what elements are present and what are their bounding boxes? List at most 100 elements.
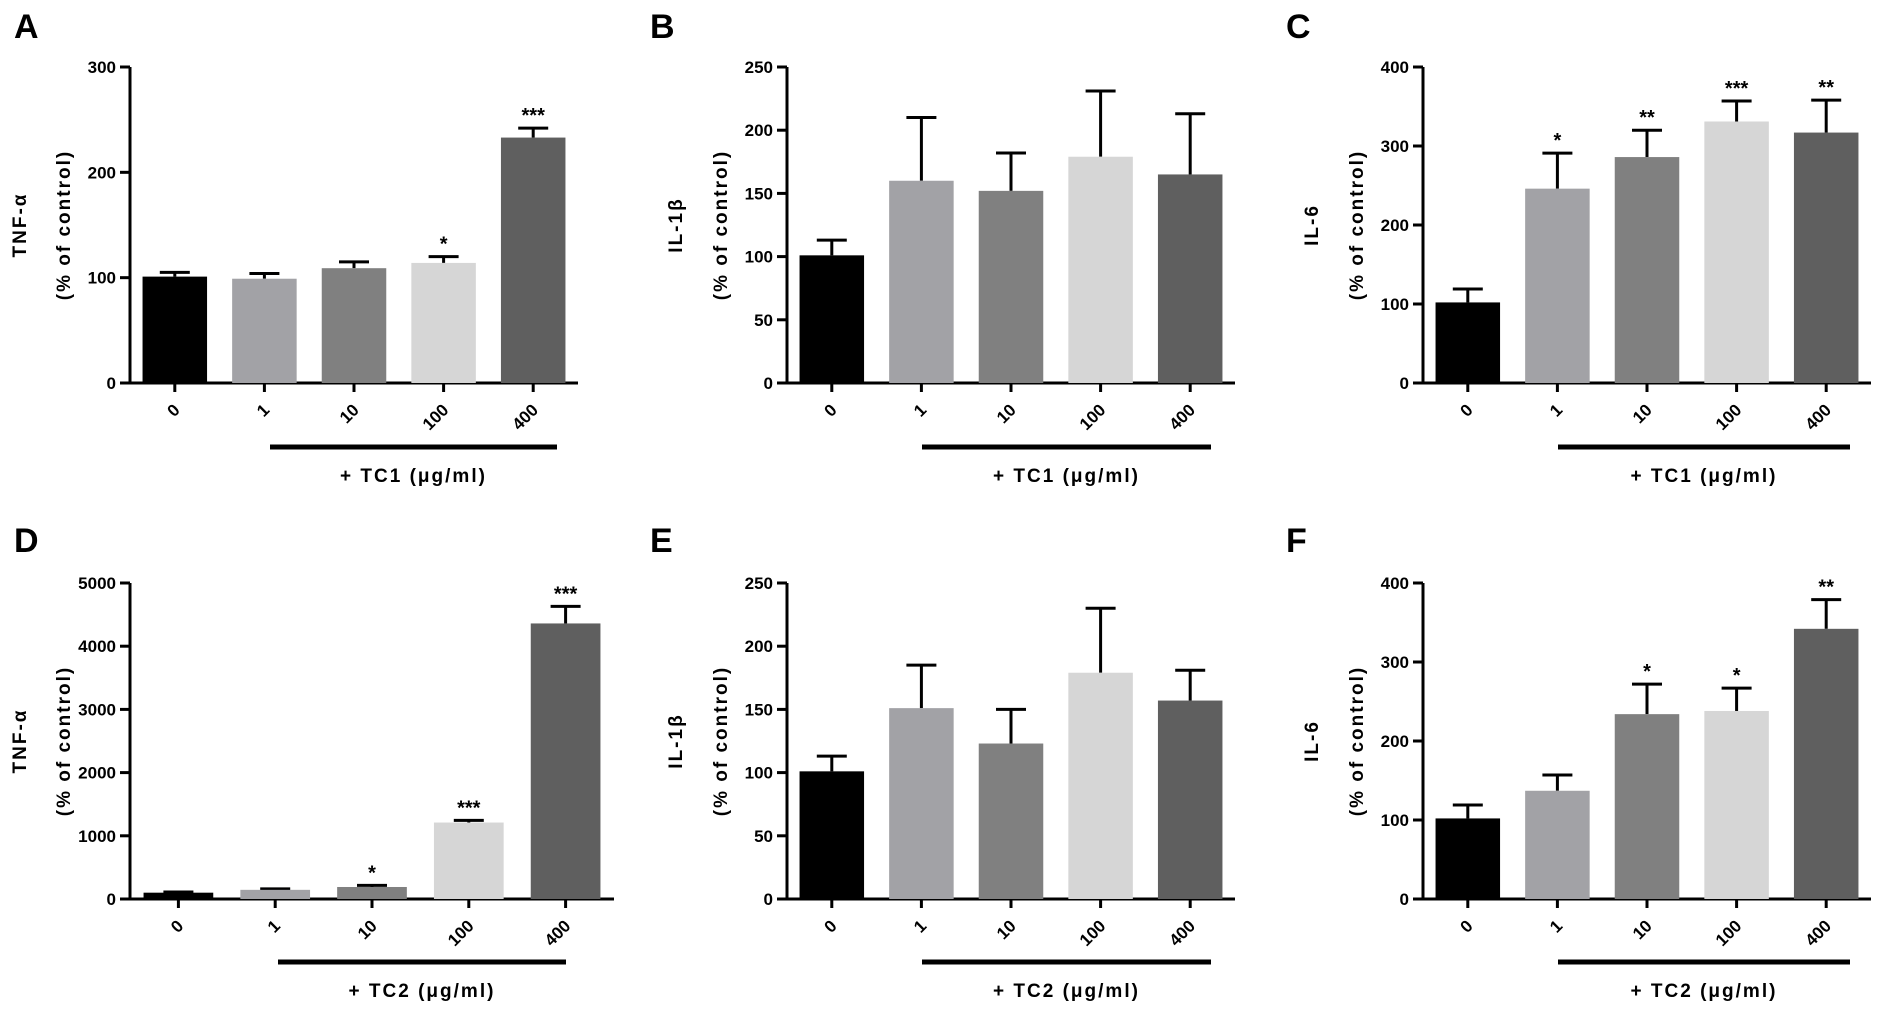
y-tick-label: 200 [745, 637, 773, 656]
y-tick-label: 400 [1381, 58, 1409, 77]
y-axis-subtitle: (% of control) [711, 150, 732, 300]
treatment-label: + TC2 (μg/ml) [993, 981, 1140, 1002]
y-tick-label: 200 [745, 121, 773, 140]
y-tick-label: 150 [745, 700, 773, 719]
x-tick-label: 10 [336, 400, 363, 427]
bar-10 [978, 743, 1044, 899]
bar-100 [433, 822, 504, 899]
panel-c: C IL-6 (% of control) 0 100 200 300 400 0 * 1 ** 10 *… [1286, 8, 1871, 487]
y-axis-title: TNF-α [10, 193, 31, 258]
significance-label: *** [522, 105, 546, 127]
panel-letter: C [1286, 8, 1311, 46]
y-axis-title: IL-1β [666, 197, 687, 252]
bar-100 [1704, 121, 1769, 383]
x-tick-label: 100 [444, 916, 477, 949]
bar-400 [1793, 628, 1859, 899]
x-tick-label: 1 [253, 400, 273, 420]
bar-10 [337, 886, 407, 899]
x-tick-label: 400 [1166, 916, 1199, 949]
x-tick-label: 1 [264, 916, 284, 936]
y-tick-label: 50 [754, 827, 773, 846]
y-axis-title: IL-6 [1302, 720, 1323, 762]
y-axis-subtitle: (% of control) [1347, 666, 1368, 816]
x-tick-label: 100 [1712, 916, 1745, 949]
significance-label: * [1554, 130, 1562, 152]
y-tick-label: 5000 [78, 574, 116, 593]
y-tick-label: 100 [745, 248, 773, 267]
bar-0 [142, 276, 208, 383]
treatment-label: + TC1 (μg/ml) [1631, 466, 1778, 487]
y-tick-label: 200 [1381, 732, 1409, 751]
y-tick-label: 150 [745, 184, 773, 203]
y-axis-subtitle: (% of control) [711, 666, 732, 816]
bar-10 [1614, 157, 1680, 383]
bar-1 [1525, 790, 1590, 899]
y-tick-label: 100 [745, 764, 773, 783]
x-tick-label: 1 [1546, 916, 1566, 936]
y-tick-label: 100 [1381, 295, 1409, 314]
bar-400 [530, 623, 601, 899]
y-tick-label: 3000 [78, 700, 116, 719]
significance-label: ** [1818, 77, 1834, 99]
y-tick-label: 100 [88, 269, 116, 288]
y-tick-label: 0 [764, 890, 773, 909]
bar-100 [1068, 156, 1133, 383]
y-tick-label: 400 [1381, 574, 1409, 593]
bar-100 [1704, 710, 1769, 899]
x-tick-label: 100 [419, 400, 452, 433]
x-tick-label: 100 [1712, 400, 1745, 433]
y-axis-subtitle: (% of control) [54, 666, 75, 816]
x-tick-label: 400 [509, 400, 542, 433]
x-tick-label: 100 [1076, 916, 1109, 949]
treatment-label: + TC2 (μg/ml) [1631, 981, 1778, 1002]
y-tick-label: 200 [1381, 216, 1409, 235]
x-tick-label: 10 [993, 400, 1020, 427]
significance-label: ** [1818, 577, 1834, 599]
y-tick-label: 0 [1400, 374, 1409, 393]
panel-letter: A [14, 8, 39, 46]
y-tick-label: 0 [107, 890, 116, 909]
panel-letter: D [14, 522, 39, 560]
bar-400 [1157, 700, 1223, 899]
bar-1 [889, 708, 954, 899]
x-tick-label: 400 [1166, 400, 1199, 433]
x-tick-label: 10 [1629, 916, 1656, 943]
bar-0 [1435, 302, 1501, 383]
significance-label: * [1733, 665, 1741, 687]
bar-0 [1435, 818, 1501, 899]
bar-400 [1793, 132, 1859, 383]
y-tick-label: 250 [745, 574, 773, 593]
significance-label: * [368, 862, 376, 884]
y-tick-label: 0 [764, 374, 773, 393]
y-tick-label: 1000 [78, 827, 116, 846]
y-tick-label: 200 [88, 163, 116, 182]
significance-label: *** [1725, 78, 1749, 100]
y-tick-label: 2000 [78, 764, 116, 783]
bar-10 [321, 268, 387, 383]
y-axis-title: IL-1β [666, 713, 687, 768]
significance-label: *** [457, 797, 481, 819]
treatment-label: + TC2 (μg/ml) [349, 981, 496, 1002]
panel-letter: B [650, 8, 675, 46]
significance-label: *** [554, 583, 578, 605]
treatment-label: + TC1 (μg/ml) [340, 466, 487, 487]
x-tick-label: 0 [163, 400, 183, 420]
bar-100 [1068, 672, 1133, 899]
x-tick-label: 400 [1802, 400, 1835, 433]
panel-a: A TNF-α (% of control) 0 100 200 300 0 1 10 * 100 **… [10, 8, 578, 487]
y-tick-label: 4000 [78, 637, 116, 656]
bar-100 [411, 262, 476, 383]
x-tick-label: 1 [910, 400, 930, 420]
x-tick-label: 10 [354, 916, 381, 943]
significance-label: * [440, 234, 448, 256]
x-tick-label: 400 [1802, 916, 1835, 949]
x-tick-label: 400 [541, 916, 574, 949]
x-tick-label: 0 [820, 400, 840, 420]
bar-1 [889, 180, 954, 383]
x-tick-label: 1 [910, 916, 930, 936]
bar-0 [799, 255, 865, 383]
bar-1 [1525, 188, 1590, 383]
significance-label: * [1643, 661, 1651, 683]
